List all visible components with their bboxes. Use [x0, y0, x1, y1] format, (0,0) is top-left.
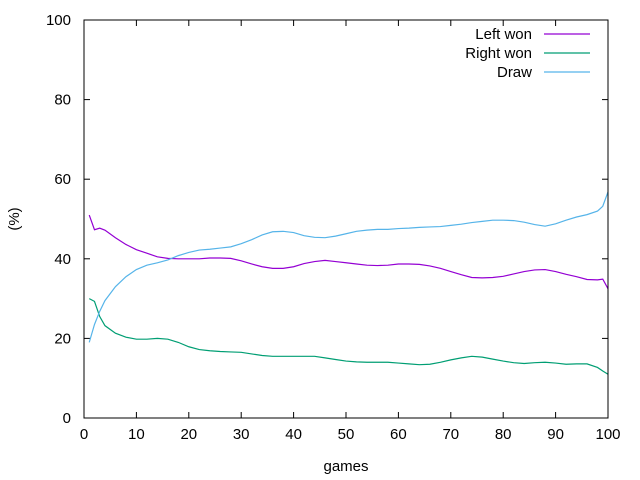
legend-label-draw: Draw: [497, 64, 532, 81]
x-tick-label: 60: [390, 426, 407, 443]
series-line-right-won: [88, 298, 609, 375]
y-tick-label: 40: [54, 251, 71, 268]
series-lines: [88, 191, 609, 375]
x-tick-label: 0: [80, 426, 88, 443]
x-tick-label: 40: [285, 426, 302, 443]
series-line-draw: [88, 191, 609, 343]
y-tick-label: 20: [54, 330, 71, 347]
legend-label-left-won: Left won: [475, 26, 532, 43]
y-tick-label: 80: [54, 92, 71, 109]
x-tick-label: 20: [180, 426, 197, 443]
series-line-left-won: [88, 214, 609, 289]
x-tick-label: 80: [495, 426, 512, 443]
legend-label-right-won: Right won: [465, 45, 532, 62]
x-tick-label: 90: [547, 426, 564, 443]
y-tick-label: 0: [63, 410, 71, 427]
plot-frame: [83, 19, 609, 419]
y-tick-label: 100: [46, 12, 71, 29]
axis-ticks: 0 10 20 30 40 50 60 70 80 90 100 0 20 40 60 80 100: [46, 12, 621, 443]
x-tick-label: 70: [442, 426, 459, 443]
y-tick-label: 60: [54, 171, 71, 188]
x-tick-label: 10: [128, 426, 145, 443]
x-tick-label: 100: [595, 426, 620, 443]
y-axis-label: (%): [6, 207, 23, 230]
x-tick-label: 50: [338, 426, 355, 443]
legend: Left won Right won Draw: [465, 26, 590, 81]
x-axis-label: games: [323, 458, 368, 475]
x-tick-label: 30: [233, 426, 250, 443]
